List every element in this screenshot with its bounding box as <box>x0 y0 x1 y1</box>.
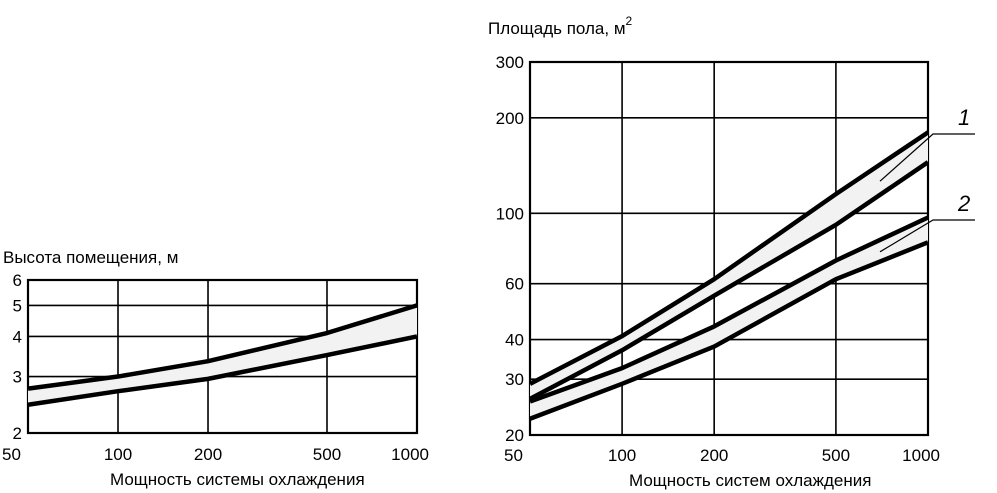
y-axis-label: Площадь пола, м2 <box>488 14 633 38</box>
x-tick-label: 200 <box>700 446 728 465</box>
y-tick-label: 100 <box>496 204 524 223</box>
band-fill-2 <box>530 217 928 419</box>
x-tick-label: 500 <box>313 445 341 464</box>
plot-frame <box>26 278 419 435</box>
x-axis-label: Мощность систем охлаждения <box>629 471 871 490</box>
x-tick-label: 1000 <box>391 445 429 464</box>
plot-frame <box>528 60 930 437</box>
y-tick-label: 20 <box>505 426 524 445</box>
curve-label-1: 1 <box>958 105 970 130</box>
y-tick-label: 300 <box>496 53 524 72</box>
y-tick-label: 40 <box>505 331 524 350</box>
tick-labels: 50 100 200 500 1000 20 30 40 60 100 200 300 1 2 <box>496 53 975 465</box>
tick-labels: 50 100 200 500 1000 2 3 4 5 6 <box>2 271 429 464</box>
band-fill-1 <box>28 305 417 405</box>
y-tick-label: 60 <box>505 275 524 294</box>
x-tick-label: 50 <box>2 445 21 464</box>
curve-label-leader-2 <box>879 219 975 253</box>
y-tick-label: 30 <box>505 370 524 389</box>
curve-label-leader-1 <box>879 133 975 182</box>
y-tick-label: 2 <box>13 424 22 443</box>
x-tick-label: 200 <box>194 445 222 464</box>
x-tick-label: 100 <box>104 445 132 464</box>
band-upper-edge-1 <box>27 303 418 391</box>
band-lower-edge-1 <box>27 334 418 407</box>
chart-room-height: Высота помещения, м Мощность системы охл… <box>2 248 429 489</box>
y-axis-label-superscript: 2 <box>626 14 633 28</box>
grid <box>26 278 419 435</box>
y-tick-label: 4 <box>13 327 22 346</box>
y-tick-label: 200 <box>496 109 524 128</box>
x-tick-label: 50 <box>504 446 523 465</box>
y-tick-label: 5 <box>13 296 22 315</box>
bands <box>528 130 930 421</box>
x-tick-label: 100 <box>608 446 636 465</box>
chart-floor-area: Площадь пола, м2 Мощность систем охлажде… <box>488 14 975 490</box>
y-axis-label: Высота помещения, м <box>3 248 178 267</box>
x-tick-label: 1000 <box>902 446 940 465</box>
band-lower-edge-1 <box>528 160 930 401</box>
band-lower-edge-2 <box>529 240 929 421</box>
band-upper-edge-1 <box>528 130 930 386</box>
band-upper-edge-2 <box>529 215 929 404</box>
bands <box>27 303 418 407</box>
y-tick-label: 6 <box>13 271 22 290</box>
y-tick-label: 3 <box>13 368 22 387</box>
curve-label-2: 2 <box>957 191 970 216</box>
y-axis-label-text: Площадь пола, м <box>488 19 626 38</box>
x-tick-label: 500 <box>822 446 850 465</box>
x-axis-label: Мощность системы охлаждения <box>110 470 365 489</box>
